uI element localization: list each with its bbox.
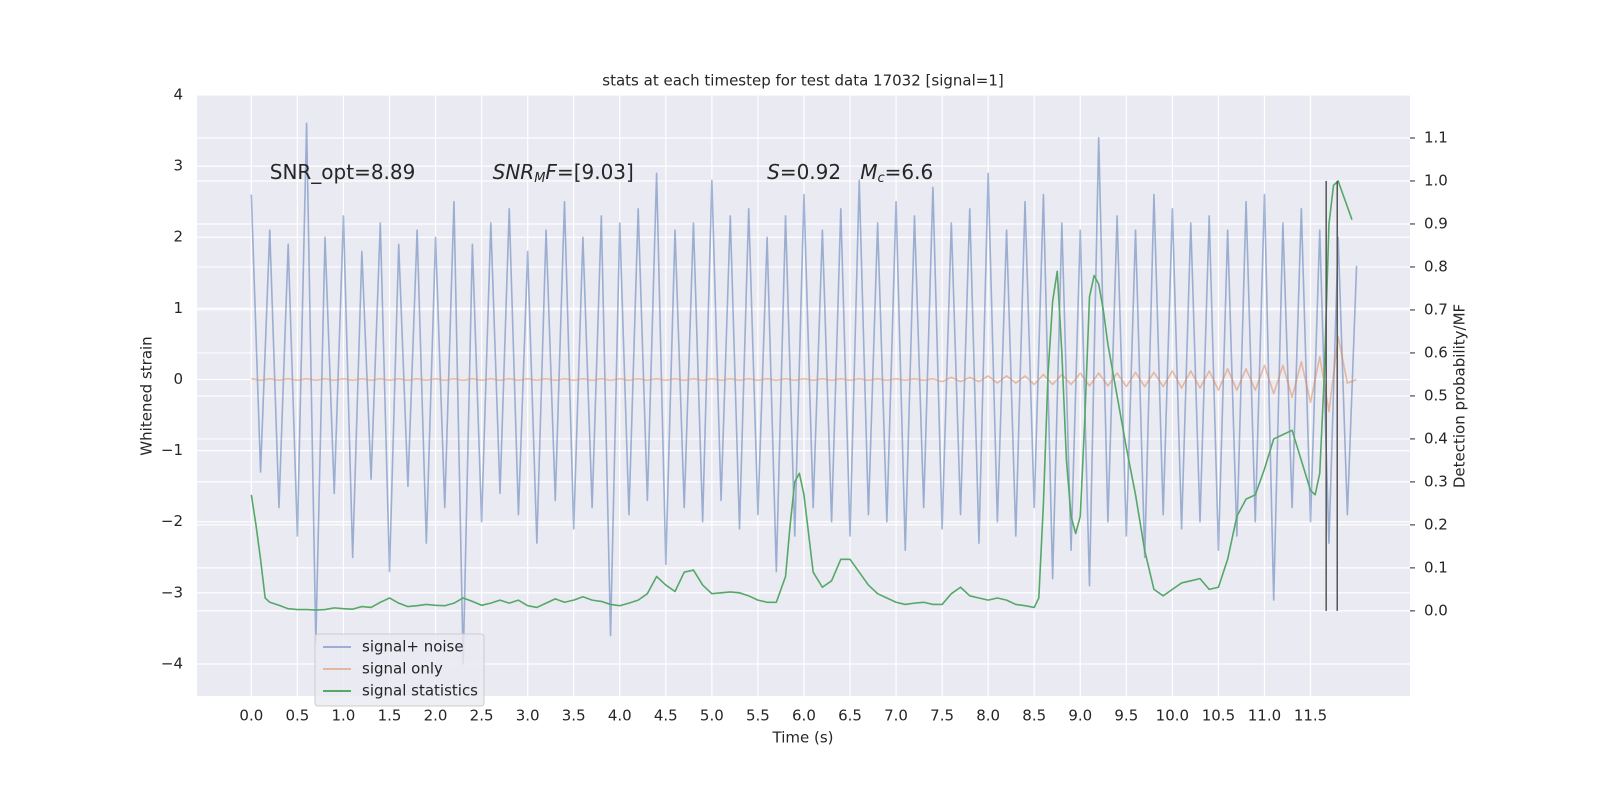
legend: signal+ noise signal only signal statistic… (314, 633, 485, 707)
y2-tick-label: 0.7 (1424, 300, 1448, 318)
series-line (251, 336, 1357, 413)
x-tick-label: 4.5 (654, 707, 678, 725)
y-tick-label: −4 (161, 654, 183, 672)
y-tick-label: 1 (173, 299, 183, 317)
annotation-part: SNR (493, 160, 535, 184)
x-tick-label: 2.0 (424, 707, 448, 725)
legend-box (314, 633, 485, 707)
annotation-part: M (860, 160, 877, 184)
chart-title: stats at each timestep for test data 170… (602, 72, 1003, 90)
x-tick-label: 10.5 (1202, 707, 1235, 725)
x-tick-label: 8.0 (976, 707, 1000, 725)
x-tick-label: 4.0 (608, 707, 632, 725)
x-tick-label: 3.0 (516, 707, 540, 725)
labels: 0.0 0.5 1.0 1.5 2.0 2.5 3.0 3.5 4.0 4.5 5.0 5.5 6.0 6… (161, 86, 1448, 725)
legend-label: signal+ noise (362, 638, 464, 656)
x-tick-label: 3.5 (562, 707, 586, 725)
annotation-part: SNR_opt=8.89 (270, 160, 416, 184)
x-tick-label: 5.5 (746, 707, 770, 725)
x-axis-label: Time (s) (772, 729, 834, 747)
y-tick-label: 0 (173, 370, 183, 388)
y-tick-label: 3 (173, 157, 183, 175)
x-tick-label: 7.5 (930, 707, 954, 725)
annotation-part: =[9.03] (557, 160, 634, 184)
annotation-part: S (767, 160, 780, 184)
series-line (250, 122, 1358, 665)
x-tick-label: 2.5 (470, 707, 494, 725)
y2-tick-label: 0.9 (1424, 214, 1448, 232)
annotation-part: =0.92 (780, 160, 860, 184)
annotation: SNRMF=[9.03] (493, 160, 634, 186)
x-tick-label: 0.5 (285, 707, 309, 725)
y-axis-label: Whitened strain (138, 336, 156, 455)
y2-tick-label: 0.3 (1424, 472, 1448, 490)
y2-tick-label: 1.0 (1424, 171, 1448, 189)
legend-label: signal statistics (362, 682, 478, 700)
annotation-part: M (534, 171, 545, 186)
y2-axis-label: Detection probability/MF (1451, 304, 1469, 488)
annotation: SNR_opt=8.89 (270, 160, 416, 184)
x-tick-label: 1.5 (378, 707, 402, 725)
x-tick-label: 1.0 (332, 707, 356, 725)
x-tick-label: 7.0 (884, 707, 908, 725)
x-tick-label: 0.0 (239, 707, 263, 725)
annotation: S=0.92 Mc=6.6 (767, 160, 933, 186)
annotation-part: F (545, 160, 557, 184)
y2-tick-label: 0.2 (1424, 515, 1448, 533)
y-tick-label: −3 (161, 583, 183, 601)
y-tick-label: −1 (161, 441, 183, 459)
y-tick-label: 4 (173, 86, 183, 104)
y2-tick-label: 0.5 (1424, 386, 1448, 404)
x-tick-label: 11.0 (1248, 707, 1281, 725)
y2-tick-label: 1.1 (1424, 128, 1448, 146)
x-tick-label: 9.5 (1114, 707, 1138, 725)
x-tick-label: 9.0 (1068, 707, 1092, 725)
x-tick-label: 8.5 (1022, 707, 1046, 725)
y2-tick-label: 0.8 (1424, 257, 1448, 275)
annotation-part: =6.6 (885, 160, 934, 184)
y2-tick-label: 0.1 (1424, 558, 1448, 576)
x-tick-label: 5.0 (700, 707, 724, 725)
x-tick-label: 10.0 (1156, 707, 1189, 725)
x-tick-label: 6.0 (792, 707, 816, 725)
y2-tick-label: 0.4 (1424, 429, 1448, 447)
series-line (250, 180, 1353, 611)
y2-tick-label: 0.6 (1424, 343, 1448, 361)
y2-tick-label: 0.0 (1424, 601, 1448, 619)
annotation-part: c (877, 171, 884, 186)
x-tick-label: 11.5 (1294, 707, 1327, 725)
y-tick-label: −2 (161, 512, 183, 530)
y-tick-label: 2 (173, 228, 183, 246)
x-tick-label: 6.5 (838, 707, 862, 725)
legend-label: signal only (362, 660, 443, 678)
marks (250, 122, 1358, 665)
